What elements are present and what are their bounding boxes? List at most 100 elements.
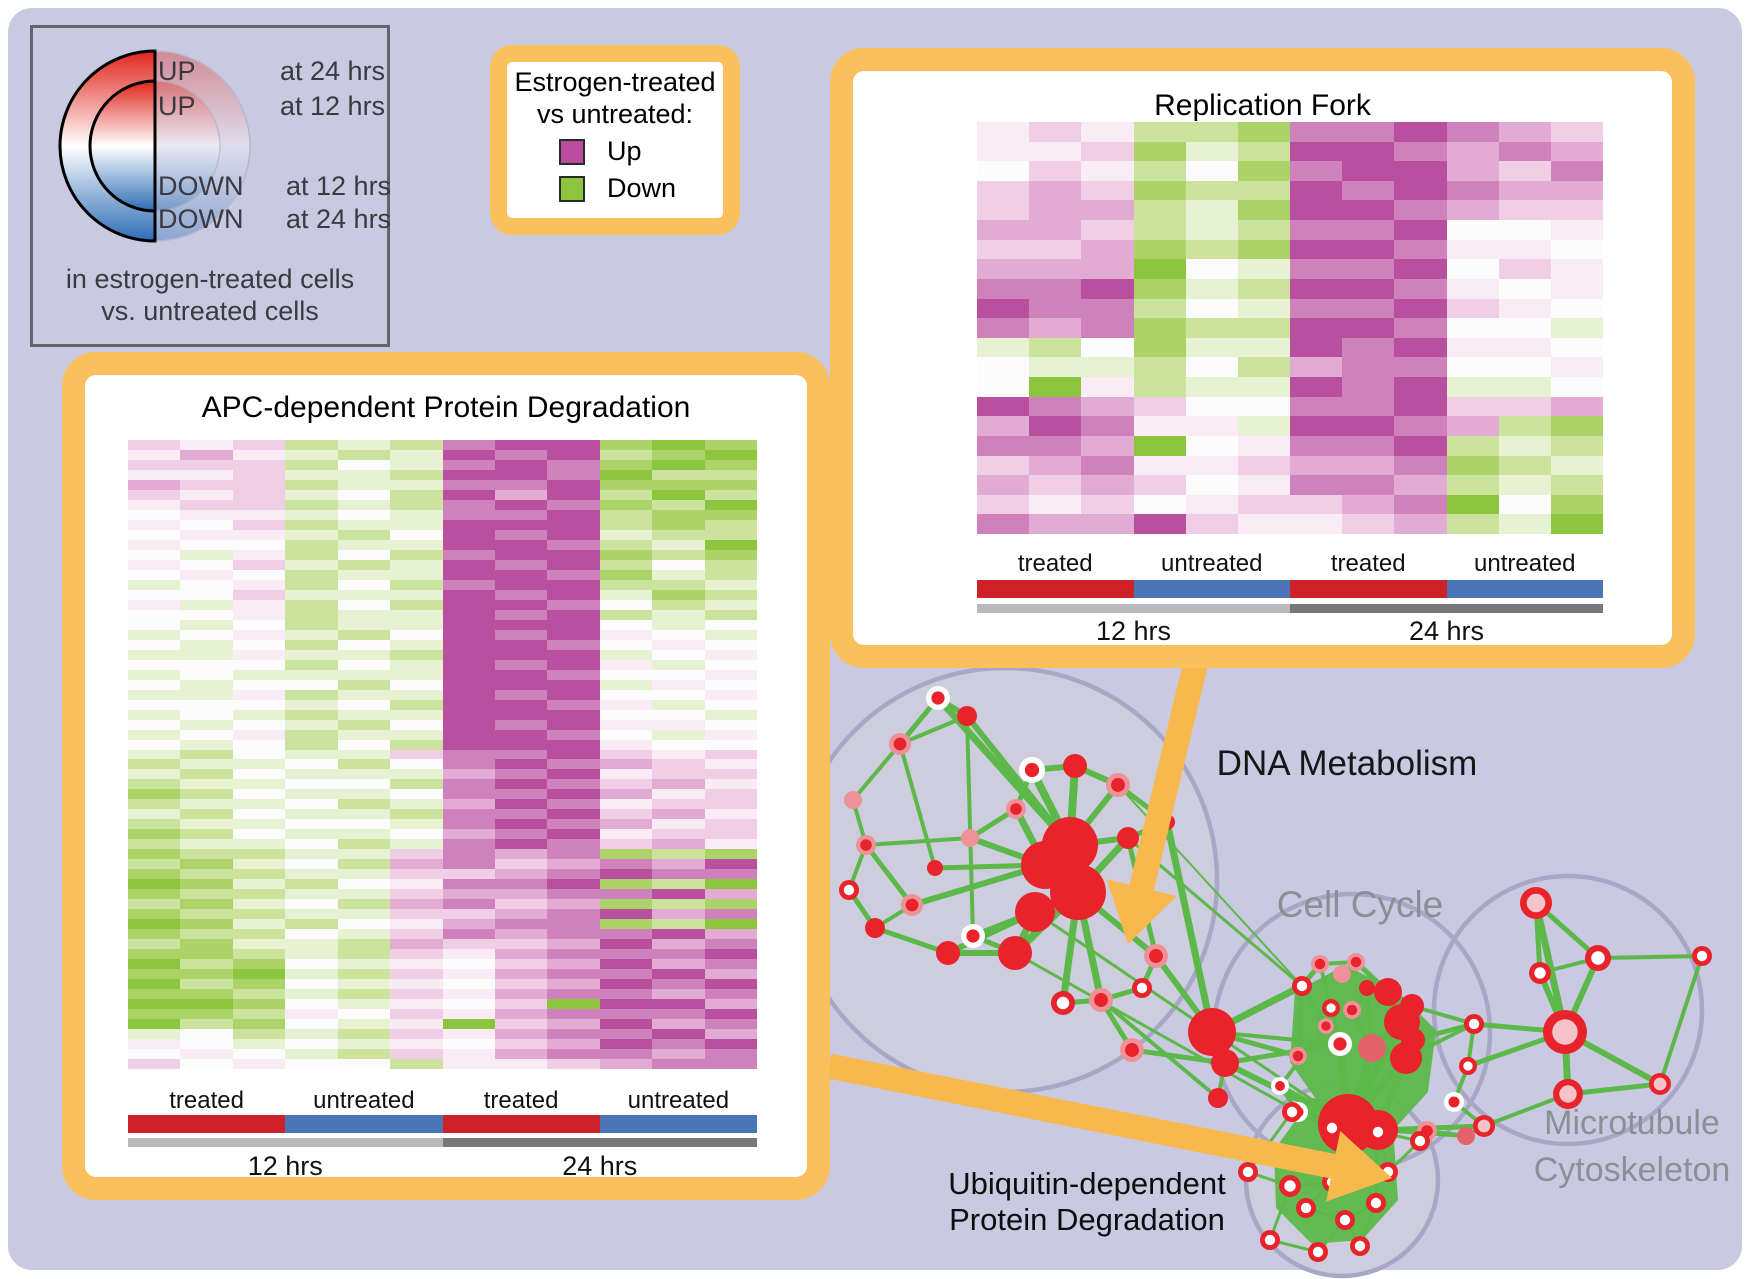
heatmap-cell xyxy=(1290,180,1343,201)
heatmap-cell xyxy=(547,719,600,730)
gene-node-red-core xyxy=(860,839,872,851)
gene-node-white-core xyxy=(1056,996,1070,1010)
heatmap-cell xyxy=(547,879,600,890)
heatmap-cell xyxy=(599,1059,653,1069)
heatmap-cell xyxy=(1185,475,1238,495)
heatmap-cell xyxy=(1394,180,1447,201)
heatmap-cell xyxy=(390,819,443,830)
heatmap-cell xyxy=(494,989,548,1000)
heatmap-cell xyxy=(390,659,443,670)
heatmap-cell xyxy=(1446,200,1499,221)
heatmap-cell xyxy=(1394,220,1447,240)
heatmap-cell xyxy=(704,639,757,650)
heatmap-cell xyxy=(547,1059,600,1069)
heatmap-cell xyxy=(128,1049,181,1060)
heatmap-cell xyxy=(285,529,338,540)
heatmap-cell xyxy=(599,629,653,640)
heatmap-cell xyxy=(599,689,653,700)
heatmap-cell xyxy=(494,799,548,810)
heatmap-cell xyxy=(337,1059,391,1069)
heatmap-cell xyxy=(599,979,653,990)
heatmap-cell xyxy=(547,1049,600,1060)
heatmap-cell xyxy=(337,719,391,730)
heatmap-cell xyxy=(1133,161,1186,181)
heatmap-cell xyxy=(547,929,600,940)
heatmap-cell xyxy=(442,579,495,590)
updown-dir-label: DOWN xyxy=(158,171,244,201)
heatmap-cell xyxy=(1237,337,1290,358)
gene-node-white-core xyxy=(1339,1214,1351,1226)
heatmap-cell xyxy=(390,779,443,790)
heatmap-cell xyxy=(1498,377,1551,397)
heatmap-cell xyxy=(1133,435,1186,456)
heatmap-cell xyxy=(232,769,286,780)
heatmap-cell xyxy=(337,969,391,980)
heatmap-cell xyxy=(442,440,495,450)
heatmap-cell xyxy=(390,789,443,800)
network-edge xyxy=(1099,998,1220,1100)
heatmap-cell xyxy=(232,569,286,580)
heatmap-cell xyxy=(232,919,286,930)
heatmap-cell xyxy=(128,689,181,700)
heatmap-cell xyxy=(180,699,233,710)
apc-degradation-panel: APC-dependent Protein Degradation treate… xyxy=(62,352,830,1200)
heatmap-cell xyxy=(128,599,181,610)
heatmap-cell xyxy=(704,789,757,800)
heatmap-cell xyxy=(494,459,548,470)
replication-condition-bars xyxy=(977,580,1603,598)
heatmap-cell xyxy=(180,519,233,530)
heatmap-cell xyxy=(180,749,233,760)
heatmap-cell xyxy=(390,809,443,820)
heatmap-cell xyxy=(232,689,286,700)
heatmap-cell xyxy=(1394,357,1447,378)
heatmap-cell xyxy=(599,899,653,910)
heatmap-cell xyxy=(180,1019,233,1030)
gene-node-white-core xyxy=(1326,1122,1338,1134)
heatmap-cell xyxy=(442,919,495,930)
heatmap-cell xyxy=(1290,455,1343,476)
heatmap-cell xyxy=(180,989,233,1000)
heatmap-cell xyxy=(1029,122,1082,142)
heatmap-cell xyxy=(128,849,181,860)
heatmap-cell xyxy=(232,739,286,750)
down-color-swatch xyxy=(559,175,585,202)
heatmap-cell xyxy=(180,869,233,880)
heatmap-cell xyxy=(232,559,286,570)
heatmap-cell xyxy=(285,489,338,500)
heatmap-cell xyxy=(704,469,757,480)
heatmap-cell xyxy=(599,729,653,740)
heatmap-cell xyxy=(977,141,1030,162)
heatmap-cell xyxy=(1342,298,1395,319)
heatmap-cell xyxy=(599,1049,653,1060)
heatmap-cell xyxy=(599,789,653,800)
heatmap-cell xyxy=(390,799,443,810)
heatmap-cell xyxy=(494,859,548,870)
heatmap-cell xyxy=(180,539,233,550)
heatmap-cell xyxy=(494,579,548,590)
network-edge xyxy=(1658,955,1704,1085)
heatmap-cell xyxy=(599,959,653,970)
heatmap-cell xyxy=(704,619,757,630)
network-edge xyxy=(864,843,914,907)
heatmap-cell xyxy=(1237,396,1290,417)
heatmap-cell xyxy=(1498,298,1551,319)
heatmap-cell xyxy=(180,639,233,650)
heatmap-cell xyxy=(599,749,653,760)
heatmap-cell xyxy=(1185,122,1238,142)
heatmap-cell xyxy=(128,1029,181,1040)
heatmap-cell xyxy=(442,949,495,960)
heatmap-cell xyxy=(337,1029,391,1040)
heatmap-cell xyxy=(1133,337,1186,358)
heatmap-cell xyxy=(1029,396,1082,417)
heatmap-cell xyxy=(180,479,233,490)
heatmap-cell xyxy=(390,979,443,990)
group-label-treated: treated xyxy=(169,1087,244,1114)
heatmap-cell xyxy=(494,469,548,480)
heatmap-cell xyxy=(232,939,286,950)
heatmap-cell xyxy=(337,769,391,780)
heatmap-cell xyxy=(337,509,391,520)
heatmap-cell xyxy=(337,609,391,620)
heatmap-cell xyxy=(652,489,705,500)
heatmap-cell xyxy=(390,1049,443,1060)
group-label-untreated: untreated xyxy=(1161,550,1263,577)
